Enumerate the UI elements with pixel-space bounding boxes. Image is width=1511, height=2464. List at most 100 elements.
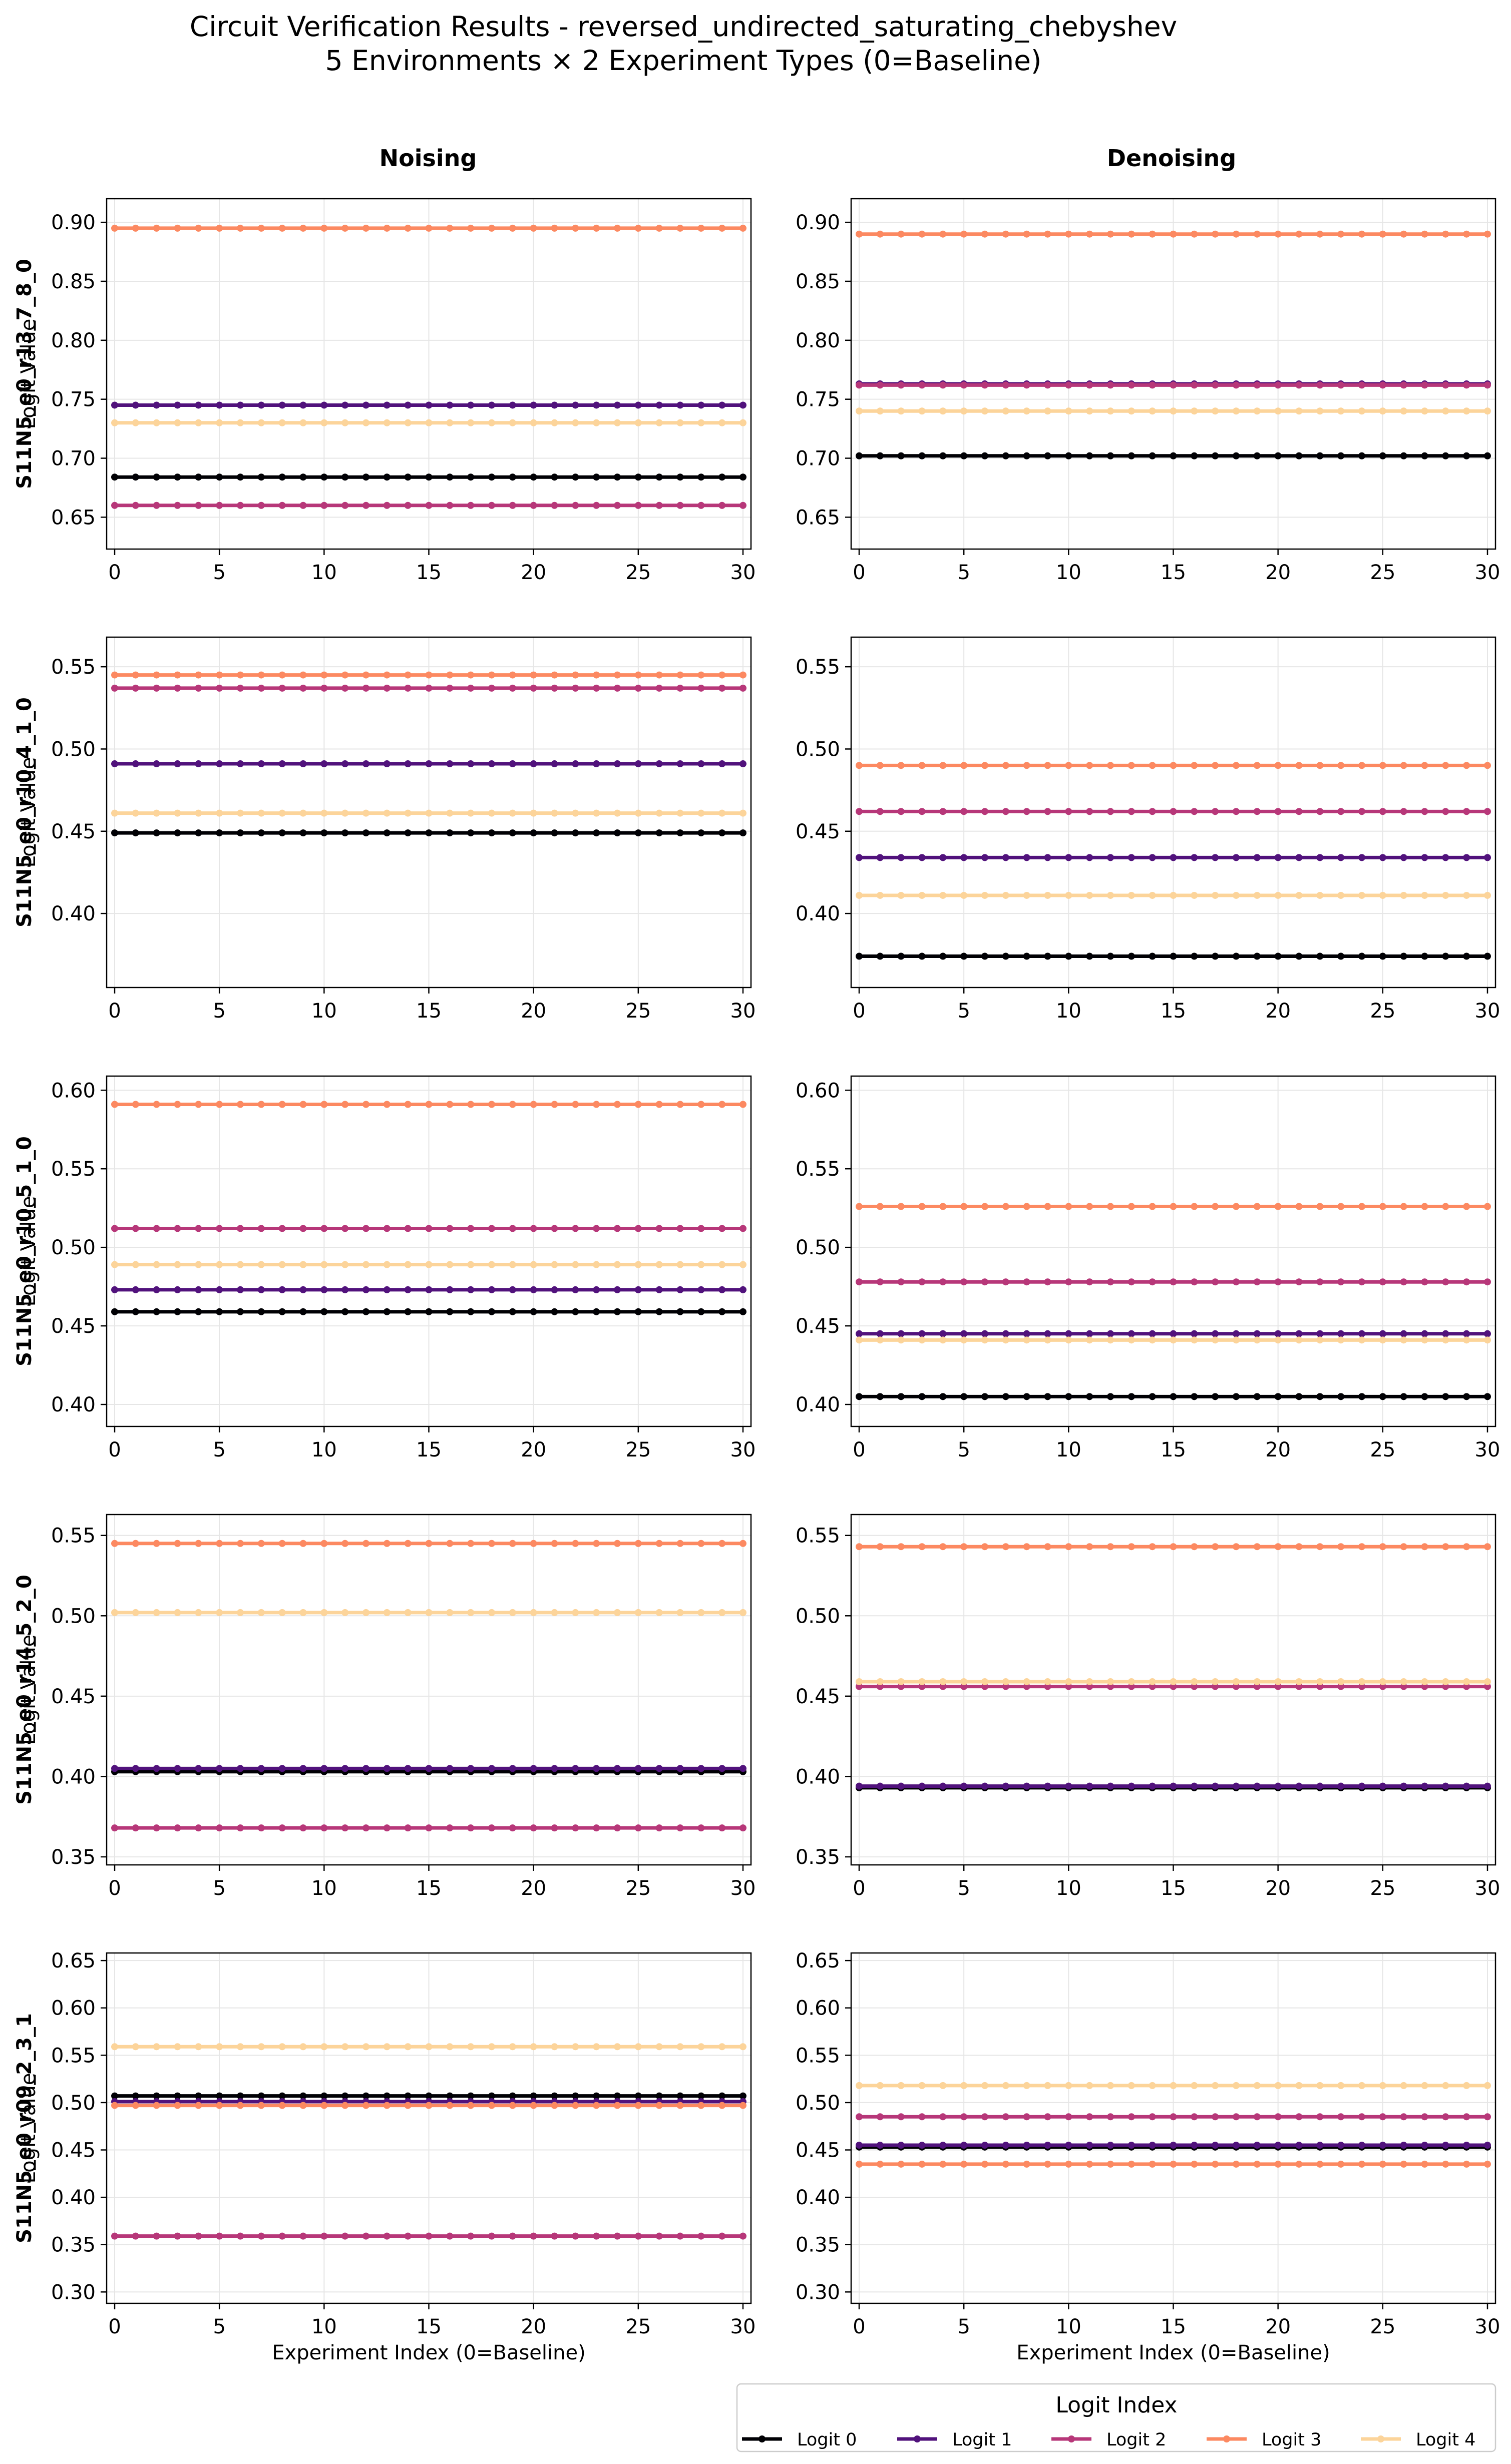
data-point	[530, 829, 537, 837]
data-point	[1191, 2142, 1198, 2149]
x-tick-label: 0	[853, 1877, 865, 1900]
data-point	[195, 829, 202, 837]
data-point	[614, 1824, 621, 1832]
figure-title-line-2: 5 Environments × 2 Experiment Types (0=B…	[325, 45, 1042, 77]
data-point	[1170, 1203, 1177, 1210]
data-point	[341, 419, 349, 426]
data-point	[718, 1765, 726, 1772]
row-label: S11N5_e0_r10_5_1_0	[13, 1136, 36, 1366]
data-point	[446, 684, 454, 692]
data-point	[593, 829, 600, 837]
data-point	[425, 224, 433, 232]
data-point	[1212, 2142, 1219, 2149]
data-point	[634, 829, 642, 837]
data-point	[981, 2142, 988, 2149]
legend-swatch-marker	[1377, 2435, 1384, 2442]
data-point	[425, 502, 433, 509]
data-point	[257, 401, 265, 409]
data-point	[1233, 2142, 1240, 2149]
data-point	[856, 1683, 863, 1690]
row-label: S11N5_e0_r09_2_3_1	[13, 2013, 36, 2243]
data-point	[634, 1225, 642, 1232]
data-point	[1379, 407, 1386, 415]
data-point	[467, 419, 475, 426]
data-point	[981, 381, 988, 389]
data-point	[1107, 1203, 1114, 1210]
data-point	[467, 829, 475, 837]
data-point	[960, 1336, 968, 1344]
data-point	[918, 1543, 926, 1551]
data-point	[1379, 1543, 1386, 1551]
data-point	[614, 1609, 621, 1616]
data-point	[341, 1308, 349, 1315]
data-point	[341, 1609, 349, 1616]
data-point	[1023, 1683, 1030, 1690]
data-point	[593, 401, 600, 409]
data-point	[572, 1765, 579, 1772]
data-point	[1107, 230, 1114, 238]
x-tick-label: 10	[311, 1877, 337, 1900]
data-point	[237, 1261, 244, 1268]
data-point	[1002, 1678, 1009, 1685]
data-point	[1065, 1330, 1072, 1337]
data-point	[362, 760, 369, 768]
data-point	[1044, 854, 1051, 861]
data-point	[1358, 762, 1365, 769]
data-point	[1484, 407, 1491, 415]
data-point	[1127, 1278, 1135, 1286]
data-point	[341, 401, 349, 409]
data-point	[1400, 1393, 1407, 1400]
data-point	[1400, 854, 1407, 861]
data-point	[1316, 1393, 1324, 1400]
data-point	[509, 684, 516, 692]
x-tick-label: 25	[625, 2315, 651, 2338]
data-point	[1002, 2142, 1009, 2149]
data-point	[362, 502, 369, 509]
data-point	[1107, 1336, 1114, 1344]
x-tick-label: 30	[730, 2315, 756, 2338]
data-point	[320, 1765, 328, 1772]
data-point	[634, 684, 642, 692]
data-point	[1065, 452, 1072, 459]
data-point	[216, 1824, 223, 1832]
data-point	[634, 1286, 642, 1293]
data-point	[530, 1824, 537, 1832]
data-point	[1358, 407, 1365, 415]
data-point	[1086, 1330, 1093, 1337]
data-point	[676, 1225, 684, 1232]
x-tick-label: 20	[521, 1877, 546, 1900]
data-point	[446, 1609, 454, 1616]
data-point	[278, 671, 286, 679]
data-point	[897, 891, 905, 899]
data-point	[1274, 2082, 1282, 2089]
data-point	[383, 419, 391, 426]
data-point	[1463, 230, 1470, 238]
data-point	[939, 1683, 947, 1690]
data-point	[655, 1540, 663, 1547]
data-point	[467, 760, 475, 768]
data-point	[488, 1540, 495, 1547]
data-point	[593, 1609, 600, 1616]
data-point	[876, 1782, 884, 1790]
data-point	[1212, 808, 1219, 815]
y-tick-label: 0.65	[51, 506, 96, 529]
data-point	[1421, 381, 1428, 389]
x-tick-label: 5	[213, 1877, 225, 1900]
data-point	[939, 952, 947, 960]
data-point	[918, 1278, 926, 1286]
data-point	[614, 829, 621, 837]
data-point	[425, 1101, 433, 1108]
data-point	[257, 1540, 265, 1547]
data-point	[551, 2043, 558, 2051]
data-point	[1274, 381, 1282, 389]
data-point	[897, 762, 905, 769]
x-tick-label: 0	[853, 1000, 865, 1023]
data-point	[1170, 452, 1177, 459]
data-point	[111, 684, 118, 692]
data-point	[1044, 1278, 1051, 1286]
data-point	[195, 760, 202, 768]
data-point	[446, 829, 454, 837]
x-tick-label: 25	[1370, 1877, 1395, 1900]
data-point	[299, 671, 307, 679]
data-point	[278, 829, 286, 837]
